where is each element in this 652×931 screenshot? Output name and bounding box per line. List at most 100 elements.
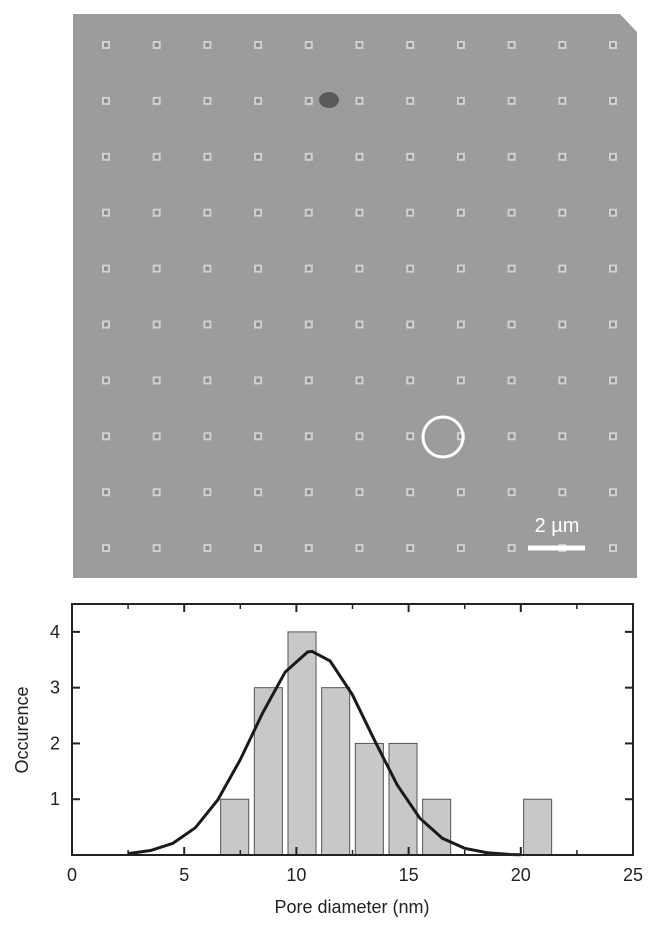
dust-particle <box>319 92 339 108</box>
pore-center <box>408 322 413 327</box>
pore-center <box>560 434 565 439</box>
pore-center <box>509 546 514 551</box>
pore-center <box>357 434 362 439</box>
bar <box>422 798 452 856</box>
pore-center <box>104 490 108 495</box>
pore-center <box>104 154 108 159</box>
pore-center <box>458 490 463 495</box>
pore-center <box>408 266 413 271</box>
pore-center <box>256 378 261 383</box>
pore-center <box>408 378 413 383</box>
pore-center <box>458 378 463 383</box>
x-tick-label: 0 <box>67 865 77 885</box>
pore-center <box>458 210 463 215</box>
pore-center <box>611 490 615 495</box>
pore-center <box>154 546 159 551</box>
pore-center <box>458 434 463 439</box>
pore-center <box>611 98 615 103</box>
pore-center <box>611 154 615 159</box>
pore-center <box>357 322 362 327</box>
pore-center <box>509 43 514 47</box>
pore-center <box>408 154 413 159</box>
pore-center <box>560 378 565 383</box>
pore-center <box>256 154 261 159</box>
pore-center <box>611 546 615 551</box>
pore-center <box>104 210 108 215</box>
pore-center <box>104 546 108 551</box>
pore-center <box>611 210 615 215</box>
scale-bar-label: 2 µm <box>535 515 580 537</box>
pore-center <box>256 322 261 327</box>
pore-center <box>408 490 413 495</box>
pore-center <box>357 154 362 159</box>
pore-center <box>357 266 362 271</box>
y-tick-label: 2 <box>50 733 60 753</box>
bar <box>321 687 351 856</box>
sem-background <box>73 14 637 578</box>
pore-center <box>611 434 615 439</box>
pore-center <box>611 43 615 47</box>
x-tick-label: 25 <box>623 865 643 885</box>
fit-curve <box>127 649 521 857</box>
pore-center <box>205 378 210 383</box>
pore-center <box>560 266 565 271</box>
bar <box>388 742 418 856</box>
pore-center <box>104 98 108 103</box>
pore-center <box>560 322 565 327</box>
pore-center <box>154 378 159 383</box>
pore-center <box>205 266 210 271</box>
x-tick-label: 10 <box>286 865 306 885</box>
pore-center <box>256 210 261 215</box>
pore-center <box>560 490 565 495</box>
pore-center <box>205 98 210 103</box>
pore-center <box>205 43 210 47</box>
pore-center <box>306 378 311 383</box>
pore-center <box>154 322 159 327</box>
pore-center <box>560 154 565 159</box>
pore-center <box>408 98 413 103</box>
pore-center <box>154 154 159 159</box>
pore-center <box>306 266 311 271</box>
pore-center <box>104 322 108 327</box>
pore-center <box>357 43 362 47</box>
pore-center <box>357 210 362 215</box>
y-tick-label: 4 <box>50 622 60 642</box>
pore-center <box>154 266 159 271</box>
pore-center <box>256 434 261 439</box>
pore-center <box>104 434 108 439</box>
pore-center <box>306 98 311 103</box>
sem-image: 2 µm <box>73 14 637 578</box>
pore-center <box>154 98 159 103</box>
pore-center <box>205 434 210 439</box>
pore-center <box>256 43 261 47</box>
pore-center <box>256 546 261 551</box>
pore-center <box>104 378 108 383</box>
x-tick-label: 5 <box>179 865 189 885</box>
pore-center <box>205 546 210 551</box>
pore-center <box>560 210 565 215</box>
bar <box>523 798 553 856</box>
pore-center <box>306 154 311 159</box>
pore-center <box>306 210 311 215</box>
pore-center <box>509 434 514 439</box>
bar <box>287 631 317 856</box>
pore-center <box>357 98 362 103</box>
pore-center <box>205 210 210 215</box>
pore-center <box>154 490 159 495</box>
pore-center <box>205 490 210 495</box>
y-tick-label: 1 <box>50 789 60 809</box>
pore-center <box>205 322 210 327</box>
pore-center <box>611 378 615 383</box>
highlight-circle <box>421 415 465 459</box>
pore-center <box>256 98 261 103</box>
pore-center <box>154 43 159 47</box>
x-tick-label: 20 <box>511 865 531 885</box>
pore-center <box>509 266 514 271</box>
pore-center <box>357 490 362 495</box>
pore-center <box>154 434 159 439</box>
pore-center <box>408 546 413 551</box>
pore-center <box>357 546 362 551</box>
pore-center <box>458 322 463 327</box>
